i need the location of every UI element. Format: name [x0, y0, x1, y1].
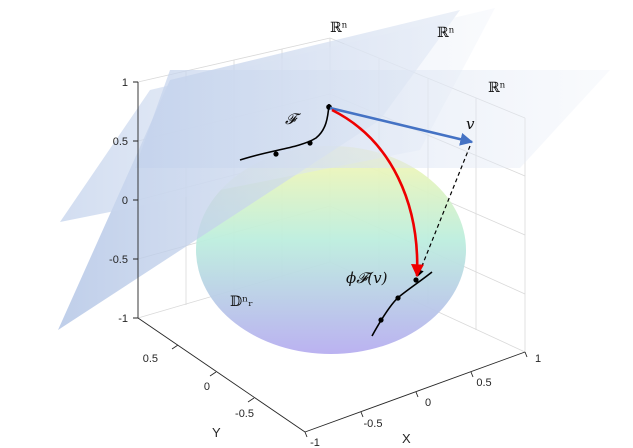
- y-axis-label: Y: [212, 425, 221, 440]
- x-tick: 0.5: [476, 377, 491, 389]
- x-tick: 1: [535, 353, 541, 365]
- mapped-point-label: ϕ𝓕(v): [346, 269, 388, 287]
- y-tick-labels: 0.5 0 -0.5 Y: [143, 353, 254, 440]
- vector-label: v: [466, 115, 475, 133]
- z-tick: 0.5: [113, 136, 128, 148]
- curve-point: [307, 140, 313, 146]
- tangent-space-label: ℝⁿ: [437, 25, 455, 41]
- z-tick: 0: [122, 195, 128, 207]
- mapped-point: [413, 277, 419, 283]
- curve-family-top: [239, 103, 330, 161]
- z-tick: 1: [122, 77, 128, 89]
- tangent-space-label: ℝⁿ: [330, 20, 348, 36]
- x-tick: -1: [310, 437, 320, 448]
- curve-point: [273, 151, 279, 157]
- curve-point: [395, 295, 401, 301]
- poincare-ball: [196, 146, 466, 354]
- ball-label: 𝔻ⁿᵣ: [230, 294, 253, 310]
- dashed-projection-arrow: [417, 145, 471, 277]
- z-tick: -1: [118, 313, 128, 325]
- exponential-map-arrow: [331, 108, 424, 278]
- x-tick: 0: [425, 397, 431, 409]
- axes-front: [133, 81, 528, 438]
- tangent-space-label: ℝⁿ: [488, 80, 506, 96]
- z-tick-labels: 1 0.5 0 -0.5 -1: [109, 77, 128, 325]
- tangent-vector-arrow: [329, 106, 474, 146]
- y-tick: -0.5: [235, 408, 254, 420]
- y-tick: 0: [204, 381, 210, 393]
- z-tick: -0.5: [109, 254, 128, 266]
- x-axis-label: X: [402, 431, 411, 446]
- y-tick: 0.5: [143, 353, 158, 365]
- x-tick-labels: -1 -0.5 0 0.5 1 X: [310, 353, 541, 448]
- x-tick: -0.5: [364, 418, 383, 430]
- curve-point: [378, 317, 384, 323]
